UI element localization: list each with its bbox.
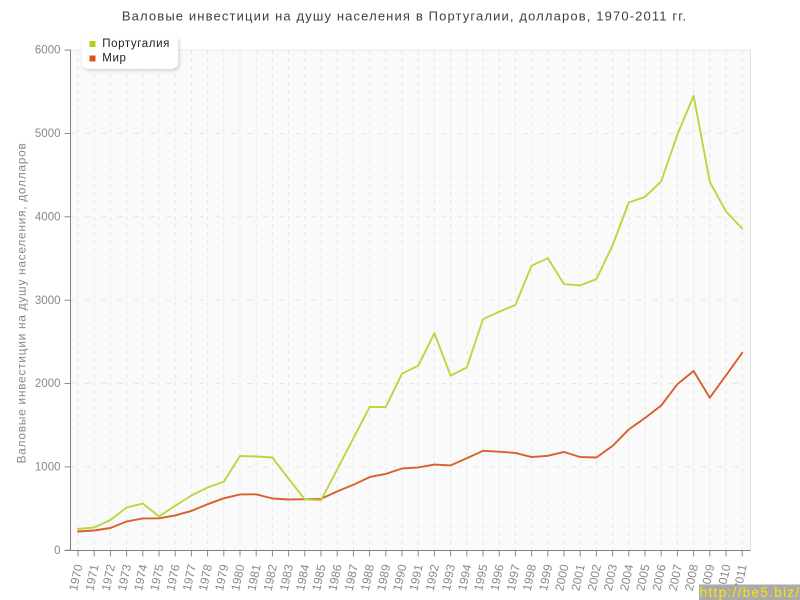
svg-text:1981: 1981 <box>244 563 263 592</box>
svg-text:2006: 2006 <box>649 563 668 592</box>
svg-text:1983: 1983 <box>277 563 296 592</box>
svg-text:2008: 2008 <box>682 563 701 592</box>
svg-text:1975: 1975 <box>147 563 166 592</box>
svg-text:4000: 4000 <box>35 211 61 223</box>
svg-text:1980: 1980 <box>228 563 247 592</box>
svg-text:1973: 1973 <box>115 563 134 592</box>
svg-text:http://be5.biz/: http://be5.biz/ <box>700 585 800 600</box>
svg-text:Мир: Мир <box>102 53 126 65</box>
svg-text:1970: 1970 <box>66 563 85 592</box>
svg-text:2005: 2005 <box>633 563 652 592</box>
svg-text:1976: 1976 <box>163 563 182 592</box>
svg-text:2007: 2007 <box>666 563 685 592</box>
svg-text:1974: 1974 <box>131 563 150 592</box>
svg-text:1989: 1989 <box>374 563 393 592</box>
svg-text:1995: 1995 <box>471 563 490 592</box>
svg-text:1991: 1991 <box>406 563 425 592</box>
svg-text:2003: 2003 <box>601 563 620 592</box>
svg-text:1993: 1993 <box>439 563 458 592</box>
svg-text:0: 0 <box>54 545 60 557</box>
svg-text:1990: 1990 <box>390 563 409 592</box>
svg-text:2011: 2011 <box>731 563 750 591</box>
svg-text:1977: 1977 <box>180 563 199 592</box>
svg-text:1986: 1986 <box>325 563 344 592</box>
svg-text:1978: 1978 <box>196 563 215 592</box>
svg-text:1994: 1994 <box>455 563 474 592</box>
svg-text:1971: 1971 <box>82 563 101 592</box>
svg-text:Португалия: Португалия <box>102 38 170 50</box>
svg-text:1985: 1985 <box>309 563 328 592</box>
svg-text:1996: 1996 <box>487 563 506 592</box>
svg-text:1972: 1972 <box>99 563 118 592</box>
svg-text:1997: 1997 <box>504 563 523 592</box>
svg-text:Валовые инвестиции на душу нас: Валовые инвестиции на душу населения, до… <box>15 143 29 464</box>
svg-text:1998: 1998 <box>520 563 539 592</box>
svg-text:1982: 1982 <box>261 563 280 592</box>
svg-text:1984: 1984 <box>293 563 312 592</box>
svg-text:2000: 2000 <box>552 563 571 592</box>
svg-text:5000: 5000 <box>35 128 61 140</box>
svg-text:1987: 1987 <box>342 563 361 592</box>
svg-text:2004: 2004 <box>617 563 636 592</box>
svg-text:2000: 2000 <box>35 378 61 390</box>
svg-text:1999: 1999 <box>536 563 555 592</box>
svg-text:1000: 1000 <box>35 462 61 474</box>
svg-text:Валовые инвестиции на душу нас: Валовые инвестиции на душу населения в П… <box>122 8 687 23</box>
svg-text:2002: 2002 <box>585 563 604 592</box>
svg-text:1979: 1979 <box>212 563 231 592</box>
svg-text:6000: 6000 <box>35 45 61 57</box>
svg-text:1992: 1992 <box>423 563 442 592</box>
svg-text:3000: 3000 <box>35 295 61 307</box>
svg-text:1988: 1988 <box>358 563 377 592</box>
svg-text:2001: 2001 <box>568 563 587 592</box>
